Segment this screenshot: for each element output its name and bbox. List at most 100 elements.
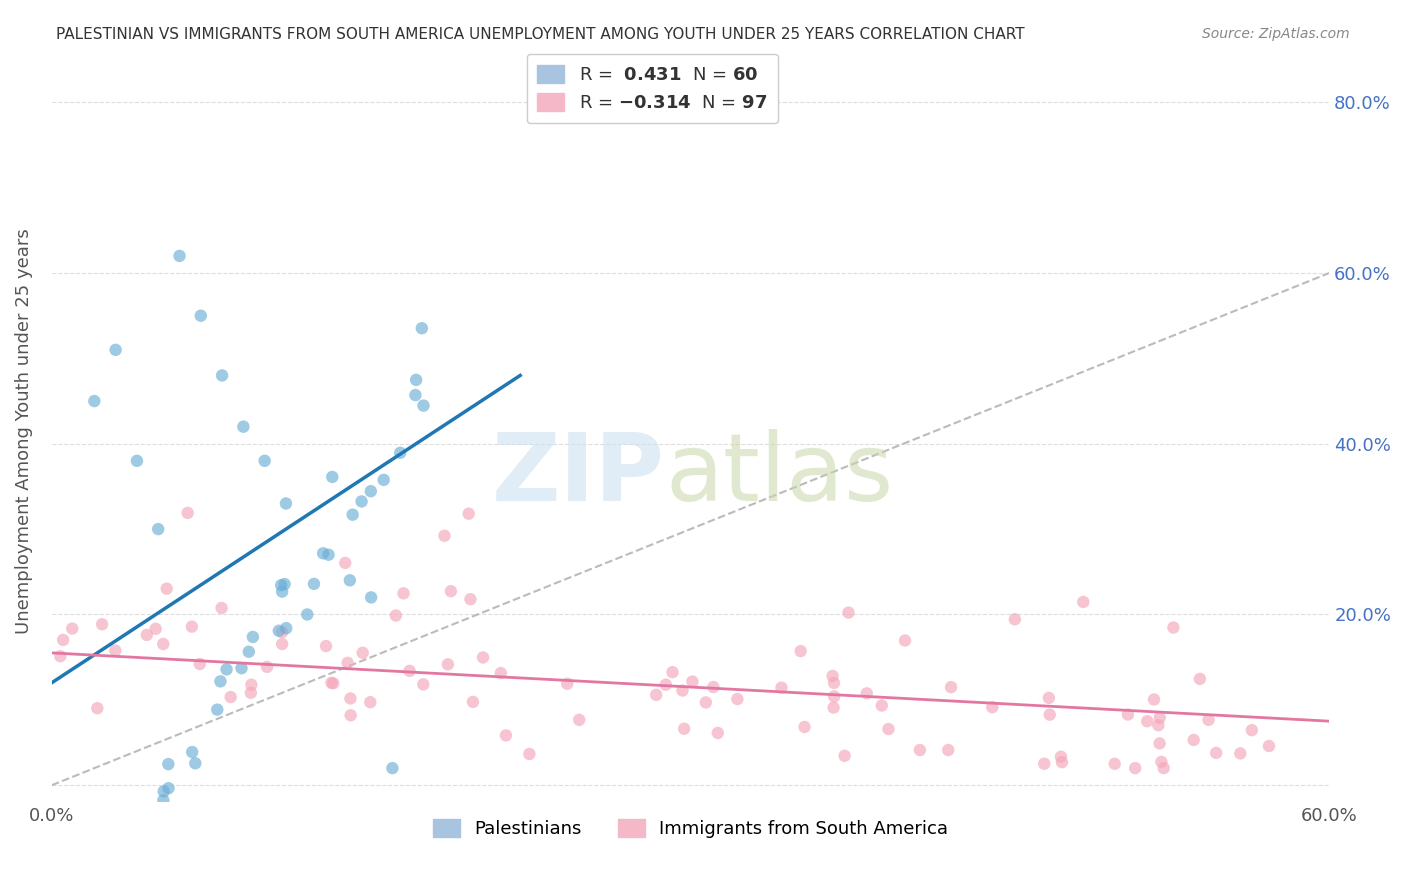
Point	[60, 622, 83, 636]
Point	[315, 639, 337, 653]
Point	[793, 720, 815, 734]
Point	[433, 529, 456, 543]
Point	[1143, 692, 1166, 706]
Point	[1033, 756, 1056, 771]
Point	[256, 660, 278, 674]
Point	[148, 522, 170, 536]
Point	[52, 632, 75, 647]
Point	[1205, 746, 1227, 760]
Point	[1198, 713, 1220, 727]
Point	[1258, 739, 1281, 753]
Point	[157, 757, 180, 772]
Point	[437, 657, 460, 672]
Point	[404, 388, 426, 402]
Point	[211, 601, 233, 615]
Point	[336, 656, 359, 670]
Point	[855, 686, 877, 700]
Point	[105, 838, 128, 852]
Point	[1163, 620, 1185, 634]
Point	[169, 249, 191, 263]
Point	[1229, 747, 1251, 761]
Point	[1240, 723, 1263, 738]
Point	[211, 368, 233, 383]
Point	[360, 484, 382, 499]
Point	[823, 690, 845, 704]
Point	[1150, 755, 1173, 769]
Legend: Palestinians, Immigrants from South America: Palestinians, Immigrants from South Amer…	[426, 812, 956, 846]
Point	[936, 743, 959, 757]
Point	[215, 662, 238, 676]
Point	[240, 678, 263, 692]
Point	[152, 784, 174, 798]
Point	[870, 698, 893, 713]
Point	[489, 666, 512, 681]
Point	[381, 761, 404, 775]
Point	[271, 625, 294, 640]
Point	[359, 695, 381, 709]
Point	[318, 548, 340, 562]
Point	[981, 700, 1004, 714]
Point	[339, 574, 361, 588]
Point	[190, 309, 212, 323]
Text: atlas: atlas	[665, 429, 893, 522]
Point	[405, 373, 427, 387]
Point	[834, 748, 856, 763]
Point	[188, 657, 211, 671]
Point	[339, 708, 361, 723]
Text: ZIP: ZIP	[492, 429, 665, 522]
Point	[1188, 672, 1211, 686]
Point	[823, 676, 845, 690]
Point	[321, 675, 343, 690]
Point	[242, 630, 264, 644]
Point	[412, 399, 434, 413]
Point	[472, 650, 495, 665]
Point	[49, 649, 72, 664]
Point	[1136, 714, 1159, 729]
Point	[655, 678, 678, 692]
Point	[823, 700, 845, 714]
Point	[342, 508, 364, 522]
Point	[219, 690, 242, 704]
Point	[322, 676, 344, 690]
Point	[117, 820, 139, 834]
Point	[1104, 756, 1126, 771]
Point	[273, 577, 295, 591]
Point	[460, 592, 482, 607]
Point	[176, 506, 198, 520]
Point	[702, 680, 724, 694]
Point	[238, 645, 260, 659]
Point	[457, 507, 479, 521]
Point	[91, 617, 114, 632]
Point	[122, 825, 145, 839]
Point	[111, 829, 134, 843]
Point	[389, 446, 412, 460]
Point	[271, 637, 294, 651]
Point	[1050, 749, 1073, 764]
Point	[789, 644, 811, 658]
Point	[83, 394, 105, 409]
Point	[100, 857, 122, 871]
Text: Source: ZipAtlas.com: Source: ZipAtlas.com	[1202, 27, 1350, 41]
Point	[152, 637, 174, 651]
Point	[877, 722, 900, 736]
Point	[461, 695, 484, 709]
Y-axis label: Unemployment Among Youth under 25 years: Unemployment Among Youth under 25 years	[15, 228, 32, 634]
Point	[139, 815, 162, 830]
Point	[276, 621, 298, 635]
Point	[671, 683, 693, 698]
Point	[157, 781, 180, 796]
Point	[1182, 733, 1205, 747]
Point	[270, 578, 292, 592]
Point	[181, 745, 204, 759]
Point	[156, 582, 179, 596]
Point	[392, 586, 415, 600]
Point	[385, 608, 408, 623]
Point	[312, 546, 335, 560]
Point	[94, 850, 117, 864]
Point	[104, 643, 127, 657]
Point	[350, 494, 373, 508]
Point	[1071, 595, 1094, 609]
Point	[110, 835, 132, 849]
Point	[412, 677, 434, 691]
Point	[87, 864, 110, 879]
